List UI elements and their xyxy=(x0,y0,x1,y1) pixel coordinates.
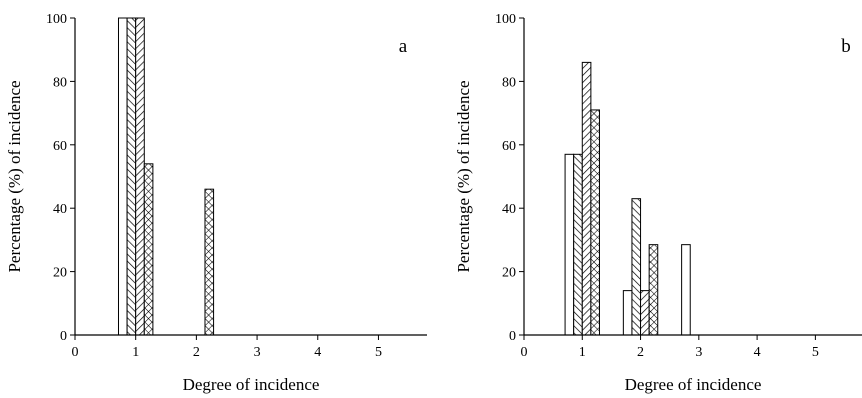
bar-b-blank-1 xyxy=(564,153,575,336)
y-tick-label: 80 xyxy=(502,75,516,90)
bar-b-crosshatch-2 xyxy=(648,244,659,336)
x-tick-label: 2 xyxy=(637,345,644,360)
bar-b-crosshatch-1 xyxy=(590,109,600,336)
panel-letter: a xyxy=(399,36,408,57)
bar-a-crosshatch-1 xyxy=(143,163,154,336)
y-tick-label: 80 xyxy=(53,75,67,90)
y-tick-label: 60 xyxy=(502,139,516,154)
x-tick-label: 0 xyxy=(72,345,79,360)
x-tick-label: 1 xyxy=(132,345,139,360)
y-tick-label: 20 xyxy=(53,266,67,281)
bar-a-crosshatch-2 xyxy=(204,188,215,336)
y-tick-label: 0 xyxy=(60,329,67,344)
bar-b-diagonal-left-1 xyxy=(573,153,583,336)
y-tick-label: 60 xyxy=(53,139,67,154)
panel-letter: b xyxy=(841,36,851,57)
y-tick-label: 20 xyxy=(502,266,516,281)
y-axis-title: Percentage (%) of incidence xyxy=(454,80,473,272)
bar-a-diagonal-right-1 xyxy=(135,17,145,336)
bar-a-blank-1 xyxy=(117,17,128,336)
bar-b-diagonal-right-2 xyxy=(640,290,650,336)
bar-b-blank-3 xyxy=(681,244,691,336)
x-tick-label: 5 xyxy=(375,345,382,360)
x-tick-label: 4 xyxy=(314,345,321,360)
y-tick-label: 40 xyxy=(53,202,67,217)
bar-b-diagonal-left-2 xyxy=(631,198,642,336)
x-tick-label: 0 xyxy=(521,345,528,360)
y-axis-title: Percentage (%) of incidence xyxy=(5,80,24,272)
x-axis-title: Degree of incidence xyxy=(625,375,762,394)
y-tick-label: 100 xyxy=(495,12,516,27)
x-tick-label: 3 xyxy=(254,345,261,360)
x-tick-label: 2 xyxy=(193,345,200,360)
y-tick-label: 40 xyxy=(502,202,516,217)
x-tick-label: 4 xyxy=(754,345,761,360)
x-axis-title: Degree of incidence xyxy=(183,375,320,394)
chart-panel-a: 0 20 40 60 80 100 0 1 2 3 4 5 Degree of incidence Per… xyxy=(5,12,427,394)
bar-b-blank-2 xyxy=(622,290,633,336)
chart-panel-b: 0 20 40 60 80 100 0 1 2 3 4 5 Degree of incidence Per… xyxy=(454,12,862,394)
bar-b-diagonal-right-1 xyxy=(581,61,592,336)
y-tick-label: 0 xyxy=(509,329,516,344)
x-tick-label: 5 xyxy=(812,345,819,360)
x-tick-label: 3 xyxy=(695,345,702,360)
x-tick-label: 1 xyxy=(579,345,586,360)
y-tick-label: 100 xyxy=(46,12,67,27)
bar-a-diagonal-left-1 xyxy=(126,17,137,336)
